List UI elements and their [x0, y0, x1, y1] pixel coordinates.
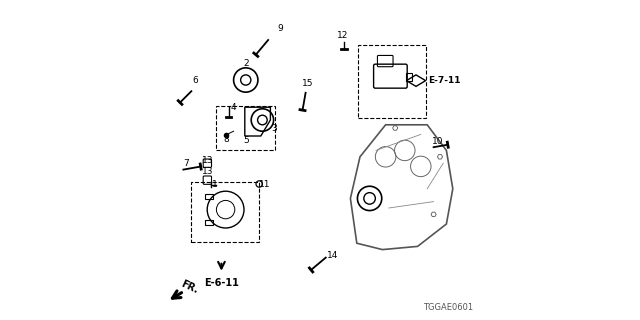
Text: 7: 7 — [184, 159, 189, 168]
Text: E-6-11: E-6-11 — [204, 278, 239, 288]
Bar — [191, 182, 259, 242]
Text: 14: 14 — [327, 252, 339, 260]
Text: 4: 4 — [231, 103, 236, 112]
Text: 12: 12 — [337, 31, 349, 40]
Text: 15: 15 — [302, 79, 314, 88]
Text: 10: 10 — [432, 137, 444, 146]
Text: 11: 11 — [259, 180, 270, 188]
Text: 2: 2 — [243, 59, 248, 68]
Text: 13: 13 — [202, 167, 213, 176]
Text: E-7-11: E-7-11 — [428, 76, 461, 85]
Text: 8: 8 — [224, 135, 229, 144]
Text: 5: 5 — [243, 136, 248, 145]
Text: TGGAE0601: TGGAE0601 — [424, 303, 474, 312]
Text: 1: 1 — [212, 180, 218, 189]
Text: 13: 13 — [202, 156, 213, 164]
Bar — [358, 45, 426, 118]
Text: FR.: FR. — [179, 278, 200, 295]
Bar — [216, 106, 275, 150]
Text: 3: 3 — [272, 124, 277, 132]
Text: 6: 6 — [193, 76, 198, 85]
Text: 9: 9 — [277, 24, 283, 33]
